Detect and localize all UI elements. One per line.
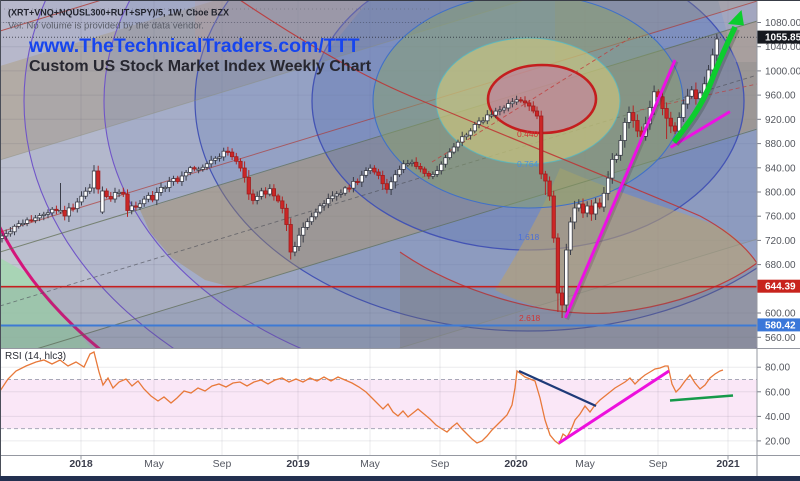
svg-text:1055.85: 1055.85 — [765, 33, 800, 44]
svg-text:580.42: 580.42 — [765, 320, 796, 331]
svg-text:560.00: 560.00 — [765, 333, 796, 344]
svg-text:720.00: 720.00 — [765, 236, 796, 247]
svg-text:2019: 2019 — [286, 458, 310, 470]
svg-text:1040.00: 1040.00 — [765, 42, 800, 53]
svg-text:1000.00: 1000.00 — [765, 66, 800, 77]
svg-text:2020: 2020 — [504, 458, 528, 470]
svg-text:May: May — [144, 458, 165, 470]
svg-text:840.00: 840.00 — [765, 163, 796, 174]
svg-text:60.00: 60.00 — [765, 387, 790, 398]
svg-text:80.00: 80.00 — [765, 363, 790, 374]
svg-text:644.39: 644.39 — [765, 282, 796, 293]
svg-text:800.00: 800.00 — [765, 188, 796, 199]
svg-text:2018: 2018 — [69, 458, 93, 470]
svg-text:960.00: 960.00 — [765, 91, 796, 102]
svg-text:880.00: 880.00 — [765, 139, 796, 150]
svg-text:May: May — [360, 458, 381, 470]
svg-text:Sep: Sep — [431, 458, 450, 470]
svg-text:600.00: 600.00 — [765, 309, 796, 320]
svg-text:920.00: 920.00 — [765, 115, 796, 126]
svg-text:Sep: Sep — [213, 458, 232, 470]
svg-text:1.618: 1.618 — [518, 232, 540, 242]
svg-text:Vol: No volume is provided by: Vol: No volume is provided by the data v… — [8, 21, 204, 32]
svg-text:680.00: 680.00 — [765, 260, 796, 271]
svg-text:Custom US Stock Market Index W: Custom US Stock Market Index Weekly Char… — [29, 58, 372, 75]
svg-text:Sep: Sep — [649, 458, 668, 470]
svg-text:RSI (14, hlc3): RSI (14, hlc3) — [5, 351, 66, 362]
svg-text:www.TheTechnicalTraders.com/TT: www.TheTechnicalTraders.com/TTT — [28, 35, 360, 57]
svg-text:2021: 2021 — [716, 458, 740, 470]
svg-text:(XRT+VNQ+NQUSL300+RUT+SPY)/5,: (XRT+VNQ+NQUSL300+RUT+SPY)/5, 1W, Cboe B… — [8, 8, 229, 18]
svg-text:0.764: 0.764 — [517, 159, 539, 169]
svg-text:760.00: 760.00 — [765, 212, 796, 223]
svg-text:0.440: 0.440 — [517, 129, 539, 139]
svg-text:May: May — [575, 458, 596, 470]
svg-text:20.00: 20.00 — [765, 436, 790, 447]
svg-text:2.618: 2.618 — [519, 313, 541, 323]
svg-text:40.00: 40.00 — [765, 412, 790, 423]
svg-text:1080.00: 1080.00 — [765, 18, 800, 29]
